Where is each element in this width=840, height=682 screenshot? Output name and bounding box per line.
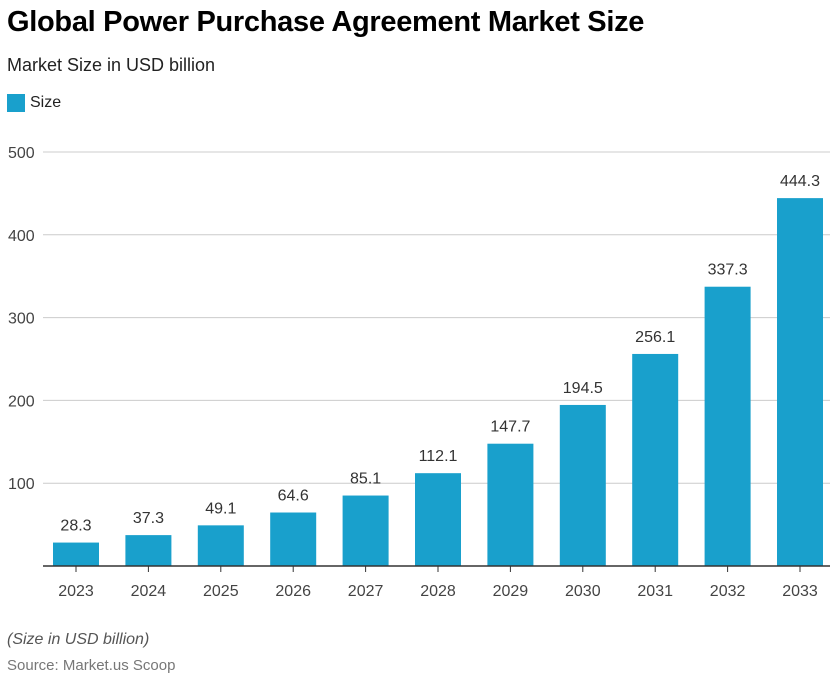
data-label: 85.1 — [350, 471, 381, 488]
legend: Size — [7, 94, 61, 112]
bar — [777, 198, 823, 566]
x-tick-label: 2030 — [565, 583, 601, 600]
bar — [125, 535, 172, 566]
data-label: 147.7 — [490, 419, 530, 436]
data-label: 194.5 — [563, 380, 603, 397]
bar — [53, 542, 99, 566]
bar — [559, 404, 606, 566]
x-tick-label: 2025 — [203, 583, 239, 600]
x-tick-label: 2031 — [637, 583, 673, 600]
y-tick-label: 500 — [8, 145, 35, 162]
legend-label: Size — [30, 94, 62, 111]
chart-subtitle: Market Size in USD billion — [7, 55, 216, 75]
bar — [487, 443, 534, 566]
data-label: 256.1 — [635, 329, 675, 346]
data-label: 444.3 — [780, 173, 820, 190]
data-label: 49.1 — [205, 500, 236, 517]
data-label: 337.3 — [708, 262, 748, 279]
data-label: 64.6 — [278, 488, 309, 505]
data-label: 112.1 — [419, 448, 458, 465]
bar — [704, 286, 751, 566]
chart-source: Source: Market.us Scoop — [7, 657, 176, 674]
x-tick-label: 2029 — [493, 583, 529, 600]
x-tick-label: 2023 — [58, 583, 94, 600]
bar — [415, 473, 461, 566]
x-tick-label: 2032 — [710, 583, 746, 600]
data-label: 37.3 — [133, 510, 164, 527]
x-tick-label: 2024 — [131, 583, 167, 600]
data-label: 28.3 — [60, 518, 91, 535]
y-tick-label: 300 — [8, 311, 35, 328]
x-tick-label: 2033 — [782, 583, 818, 600]
chart-note: (Size in USD billion) — [7, 631, 150, 648]
x-tick-label: 2027 — [348, 583, 384, 600]
y-tick-label: 100 — [8, 476, 35, 493]
y-tick-label: 400 — [8, 228, 35, 245]
bar — [197, 525, 244, 566]
bar — [632, 353, 679, 566]
x-tick-label: 2026 — [275, 583, 311, 600]
bar — [270, 512, 317, 566]
bar — [342, 495, 389, 566]
legend-swatch — [7, 94, 25, 112]
chart-title: Global Power Purchase Agreement Market S… — [7, 6, 645, 38]
y-tick-label: 200 — [8, 393, 35, 410]
x-tick-label: 2028 — [420, 583, 456, 600]
